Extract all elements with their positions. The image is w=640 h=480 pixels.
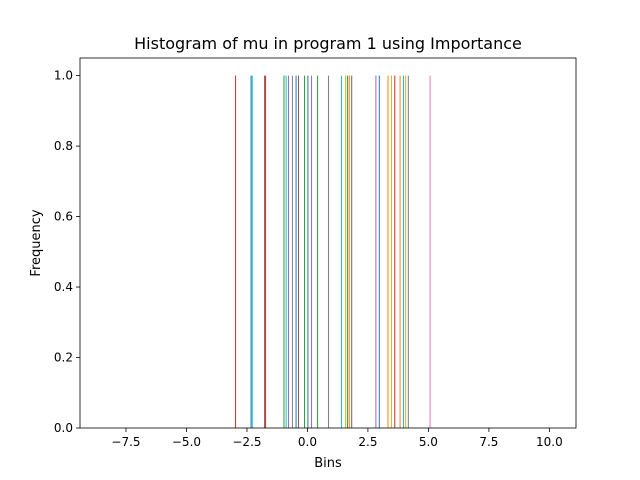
- x-tick-label: −2.5: [232, 435, 261, 449]
- histogram-bar: [264, 75, 266, 429]
- histogram-bar: [235, 75, 237, 429]
- histogram-bar: [387, 75, 389, 429]
- histogram-bar: [283, 75, 285, 429]
- histogram-bar: [402, 75, 404, 429]
- histogram-bar: [394, 75, 396, 429]
- y-tick-label: 0.8: [54, 139, 73, 153]
- histogram-bar: [405, 75, 407, 429]
- histogram-bar: [304, 75, 306, 429]
- y-tick-label: 1.0: [54, 69, 73, 83]
- histogram-bar: [345, 75, 347, 429]
- histogram-bar: [341, 75, 343, 429]
- x-tick-label: 2.5: [358, 435, 377, 449]
- histogram-bar: [265, 75, 267, 429]
- x-axis-ticks: −7.5 −5.0 −2.5 0.0 2.5 5.0 7.5 10.0: [111, 428, 563, 449]
- x-tick-label: 5.0: [419, 435, 438, 449]
- x-tick-label: 0.0: [298, 435, 317, 449]
- y-axis-label: Frequency: [29, 209, 44, 276]
- histogram-bar: [250, 75, 252, 429]
- histogram-bar: [407, 75, 409, 429]
- histogram-bar: [390, 75, 392, 429]
- bars-group: [235, 75, 431, 429]
- histogram-bar: [291, 75, 293, 429]
- y-tick-label: 0.6: [54, 210, 73, 224]
- histogram-bar: [399, 75, 401, 429]
- x-tick-label: −7.5: [111, 435, 140, 449]
- histogram-bar: [348, 75, 350, 429]
- histogram-bar: [429, 75, 431, 429]
- histogram-bar: [285, 75, 287, 429]
- histogram-bar: [317, 75, 319, 429]
- x-axis-label: Bins: [314, 456, 342, 471]
- histogram-bar: [311, 75, 313, 429]
- histogram-bar: [288, 75, 290, 429]
- histogram-bar: [307, 75, 309, 429]
- y-axis-ticks: 0.0 0.2 0.4 0.6 0.8 1.0: [54, 69, 80, 435]
- plot-frame: [79, 57, 577, 429]
- histogram-bar: [297, 75, 299, 429]
- y-tick-label: 0.0: [54, 421, 73, 435]
- x-tick-label: 7.5: [479, 435, 498, 449]
- histogram-bar: [378, 75, 380, 429]
- x-tick-label: −5.0: [172, 435, 201, 449]
- chart-title: Histogram of mu in program 1 using Impor…: [134, 34, 522, 53]
- y-tick-label: 0.4: [54, 280, 73, 294]
- histogram-bar: [251, 75, 253, 429]
- histogram-bar: [347, 75, 349, 429]
- y-tick-label: 0.2: [54, 351, 73, 365]
- histogram-bar: [327, 75, 329, 429]
- x-tick-label: 10.0: [536, 435, 563, 449]
- histogram-bar: [375, 75, 377, 429]
- histogram-bar: [351, 75, 353, 429]
- histogram-bar: [295, 75, 297, 429]
